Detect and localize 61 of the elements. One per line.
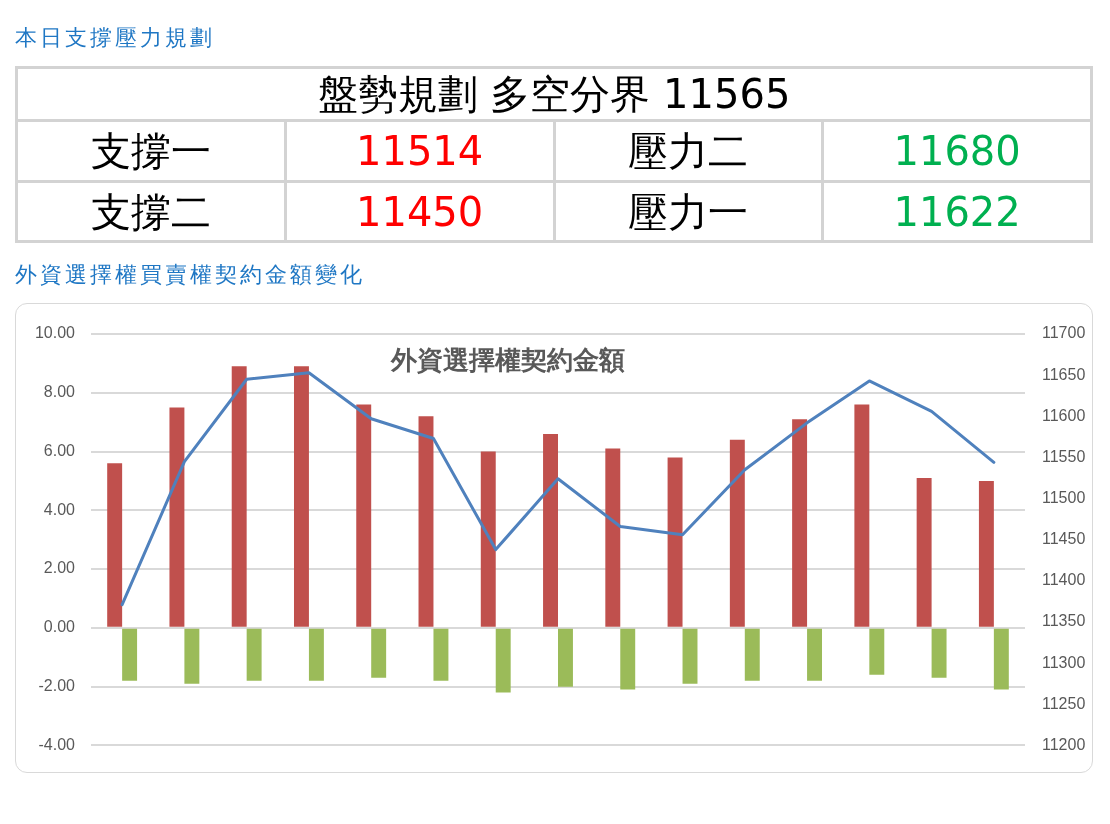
y-tick-label: -4.00: [38, 735, 76, 753]
bar: [433, 628, 449, 681]
bar: [931, 628, 947, 678]
text: 壓力二: [554, 120, 823, 182]
bar: [558, 628, 573, 687]
text: 11680: [822, 120, 1092, 182]
y2-tick-label: 11500: [1042, 488, 1086, 506]
y-tick-label: 10.00: [34, 324, 76, 342]
chart-title: 外資選擇權買賣權契約金額變化: [15, 261, 365, 289]
bar: [978, 480, 994, 627]
bar: [480, 451, 496, 627]
y2-tick-label: 11700: [1042, 324, 1086, 342]
y2-tick-label: 11450: [1042, 530, 1086, 548]
text: 11450: [285, 181, 554, 242]
bar: [246, 628, 262, 681]
y2-tick-label: 11350: [1042, 612, 1086, 630]
text: 11514: [285, 120, 554, 182]
bar: [854, 404, 870, 627]
bar: [916, 477, 932, 627]
y-tick-label: 4.00: [43, 500, 76, 518]
bar: [308, 628, 324, 681]
bar: [169, 407, 185, 627]
y2-tick-label: 11250: [1042, 694, 1086, 712]
text: 支撐二: [16, 181, 286, 242]
bar: [495, 628, 511, 693]
chart-subtitle: 外資選擇權契約金額: [390, 344, 626, 375]
y2-tick-label: 11550: [1042, 447, 1086, 465]
text: 11622: [822, 181, 1092, 242]
bar: [620, 628, 636, 690]
bar: [293, 366, 309, 627]
y-tick-label: 6.00: [43, 441, 76, 459]
text: 壓力一: [554, 181, 823, 242]
bar: [605, 448, 621, 627]
y-tick-label: 8.00: [43, 383, 76, 401]
bar: [729, 439, 745, 627]
text: 盤勢規劃 多空分界 11565: [16, 67, 1092, 121]
bar: [667, 457, 683, 627]
bar: [107, 463, 123, 627]
bar: [418, 416, 434, 627]
bar: [807, 628, 823, 681]
bar: [993, 628, 1009, 690]
text: 本日支撐壓力規劃: [15, 24, 215, 52]
y-tick-label: -2.00: [38, 677, 76, 695]
bar: [371, 628, 387, 678]
y2-tick-label: 11600: [1042, 406, 1086, 424]
y-tick-label: 0.00: [43, 618, 76, 636]
text: 支撐一: [16, 120, 286, 182]
bar: [682, 628, 698, 684]
bar: [122, 628, 138, 681]
bar: [231, 366, 247, 627]
y2-tick-label: 11300: [1042, 653, 1086, 671]
y2-tick-label: 11400: [1042, 571, 1086, 589]
bar: [356, 404, 372, 627]
bar: [543, 433, 558, 627]
bar: [792, 419, 808, 627]
bar: [184, 628, 200, 684]
bar: [744, 628, 760, 681]
y2-tick-label: 11200: [1042, 735, 1086, 753]
y2-tick-label: 11650: [1042, 365, 1086, 383]
y-tick-label: 2.00: [43, 559, 76, 577]
bar: [869, 628, 885, 675]
